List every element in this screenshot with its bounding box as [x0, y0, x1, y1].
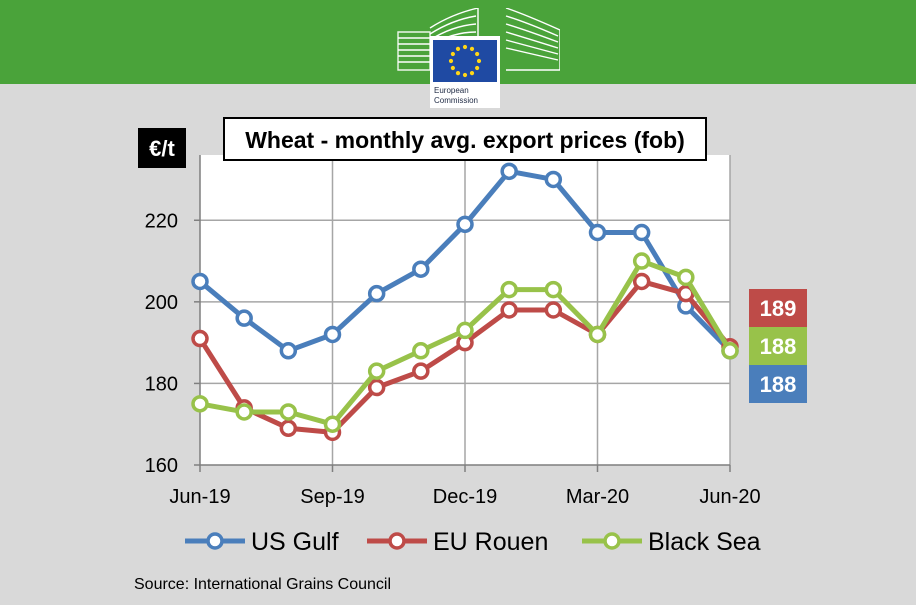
data-point-black-sea	[456, 321, 474, 340]
european-commission-logo: European Commission	[397, 8, 560, 108]
eu-star	[475, 51, 480, 57]
series-us-gulf	[191, 162, 739, 360]
data-point-eu-rouen	[279, 419, 298, 438]
data-point-us-gulf	[235, 309, 253, 327]
data-point-black-sea	[235, 403, 253, 421]
eu-star	[475, 65, 480, 71]
legend-item-eu-rouen: EU Rouen	[367, 528, 548, 556]
data-point-eu-rouen	[632, 272, 651, 291]
legend-swatch-marker	[388, 532, 406, 550]
title-box	[223, 117, 707, 161]
source-note: Source: International Grains Council	[134, 576, 391, 593]
data-point-black-sea	[721, 342, 739, 360]
legend-item-us-gulf: US Gulf	[185, 528, 339, 556]
eu-star	[476, 58, 482, 64]
end-value-label: 189	[760, 296, 797, 321]
data-point-black-sea	[367, 362, 386, 380]
eu-star	[469, 71, 475, 76]
x-tick-label: Sep-19	[300, 486, 365, 508]
data-point-us-gulf	[367, 284, 386, 303]
legend: US Gulf EU Rouen Black Sea	[185, 528, 761, 556]
x-tick-label: Mar-20	[566, 486, 629, 508]
legend-swatch-marker	[206, 532, 224, 550]
eu-star	[462, 44, 468, 50]
data-point-black-sea	[632, 252, 651, 270]
data-point-us-gulf	[588, 223, 607, 242]
y-axis-unit: €/t	[149, 136, 175, 161]
y-tick-label: 220	[145, 210, 178, 232]
eu-star	[455, 71, 461, 76]
x-tick-label: Jun-19	[169, 486, 230, 508]
eu-star	[450, 51, 455, 57]
legend-item-black-sea: Black Sea	[582, 528, 761, 556]
data-point-us-gulf	[412, 260, 430, 278]
legend-label: EU Rouen	[433, 528, 548, 556]
eu-star	[469, 46, 475, 51]
logo-text-line1: European	[434, 86, 469, 95]
end-value-badges: 189 188 188	[749, 289, 807, 403]
y-tick-label: 200	[145, 292, 178, 314]
building-lines-icon	[397, 8, 560, 71]
unit-box	[138, 128, 186, 168]
legend-label: Black Sea	[648, 528, 761, 556]
x-tick-label: Dec-19	[433, 486, 497, 508]
data-point-black-sea	[544, 280, 563, 299]
end-value-badge	[749, 289, 807, 327]
data-point-eu-rouen	[412, 362, 430, 380]
logo-text-line2: Commission	[434, 96, 478, 105]
data-point-black-sea	[412, 342, 430, 360]
end-value-badge	[749, 365, 807, 403]
data-point-us-gulf	[191, 272, 209, 291]
grid-lines	[200, 155, 731, 465]
y-axis-ticks: 160 180 200 220	[145, 210, 200, 477]
legend-label: US Gulf	[251, 528, 339, 556]
eu-star	[448, 58, 454, 64]
data-point-eu-rouen	[544, 301, 563, 319]
data-point-us-gulf	[279, 342, 298, 360]
eu-star	[450, 65, 455, 71]
data-point-black-sea	[191, 395, 209, 413]
data-point-us-gulf	[544, 170, 563, 189]
legend-swatch-marker	[603, 532, 621, 550]
y-tick-label: 180	[145, 373, 178, 395]
eu-star	[462, 72, 468, 78]
data-point-black-sea	[500, 280, 518, 299]
data-point-eu-rouen	[367, 378, 386, 397]
chart-title: Wheat - monthly avg. export prices (fob)	[245, 127, 685, 153]
eu-stars-icon	[448, 44, 482, 78]
data-point-eu-rouen	[500, 301, 518, 319]
data-point-us-gulf	[456, 215, 474, 234]
end-value-badge	[749, 327, 807, 365]
end-value-label: 188	[760, 372, 797, 397]
data-point-us-gulf	[323, 325, 342, 344]
data-point-us-gulf	[632, 223, 651, 242]
data-point-black-sea	[677, 268, 695, 287]
x-axis-ticks: Jun-19 Sep-19 Dec-19 Mar-20 Jun-20	[169, 465, 761, 508]
data-point-us-gulf	[500, 162, 518, 181]
data-point-black-sea	[588, 325, 607, 344]
y-tick-label: 160	[145, 455, 178, 477]
data-point-eu-rouen	[191, 329, 209, 348]
data-point-black-sea	[323, 415, 342, 433]
series-black-sea	[191, 252, 739, 433]
x-tick-label: Jun-20	[699, 486, 760, 508]
data-point-black-sea	[279, 403, 298, 421]
series-lines	[191, 162, 739, 442]
end-value-label: 188	[760, 334, 797, 359]
eu-star	[455, 46, 461, 51]
